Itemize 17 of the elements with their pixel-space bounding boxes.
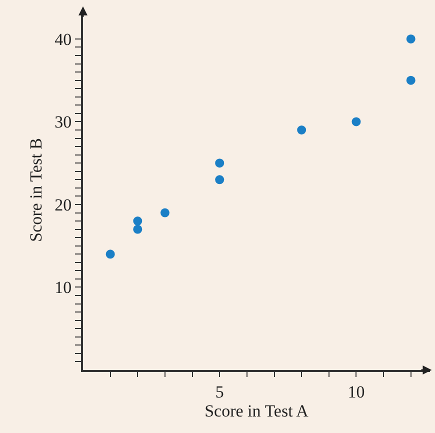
point bbox=[133, 216, 142, 226]
point bbox=[215, 175, 224, 184]
y-axis-title: Score in Test B bbox=[26, 138, 46, 242]
x-axis-title: Score in Test A bbox=[204, 401, 310, 420]
y-tick-label: 10 bbox=[54, 278, 72, 298]
point bbox=[297, 126, 306, 134]
y-tick-label: 30 bbox=[54, 112, 72, 132]
point bbox=[160, 208, 170, 218]
point bbox=[106, 250, 115, 259]
y-tick-label: 20 bbox=[54, 195, 72, 214]
point bbox=[215, 158, 224, 168]
point bbox=[406, 76, 416, 85]
point bbox=[406, 34, 416, 44]
x-tick-label: 5 bbox=[215, 382, 224, 402]
y-tick-label: 40 bbox=[54, 30, 72, 49]
point bbox=[352, 117, 361, 126]
point bbox=[133, 224, 142, 234]
